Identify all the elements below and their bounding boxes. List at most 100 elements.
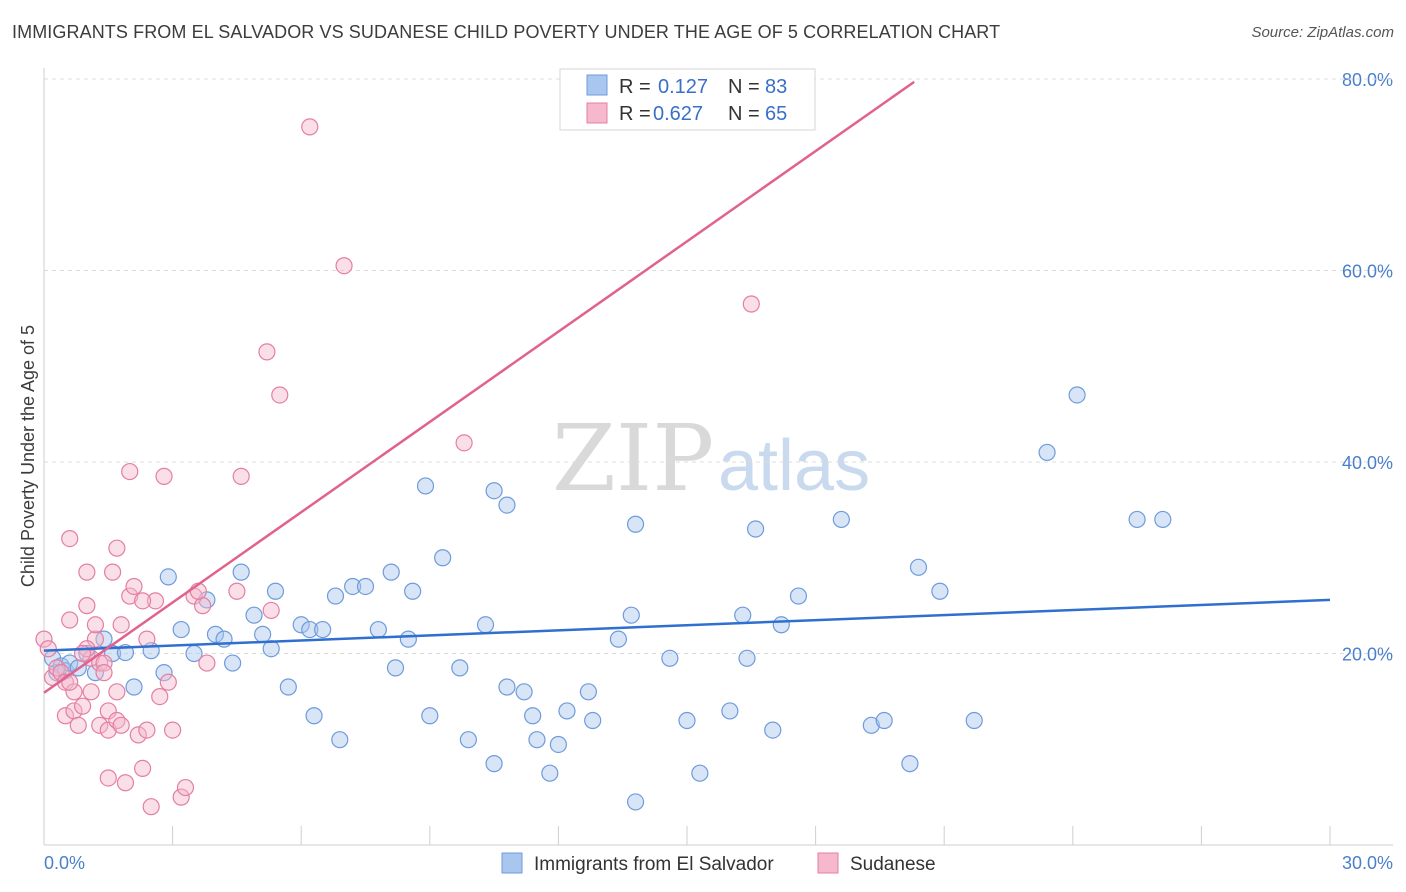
data-point-el-salvador — [314, 620, 332, 639]
data-point-sudanese — [164, 721, 182, 739]
data-point-el-salvador — [125, 678, 143, 696]
data-point-el-salvador — [626, 793, 645, 811]
x-tick-label-max: 30.0% — [1342, 853, 1393, 873]
legend-n-label-1: N = — [728, 76, 760, 98]
data-point-el-salvador — [301, 620, 319, 639]
data-point-sudanese — [69, 716, 87, 734]
data-point-el-salvador — [279, 678, 297, 696]
legend-bottom-swatch-pink — [817, 852, 839, 874]
legend-bottom-label-sudanese: Sudanese — [850, 854, 936, 875]
data-point-el-salvador — [421, 707, 439, 725]
data-point-sudanese — [86, 616, 105, 634]
data-point-el-salvador — [245, 606, 263, 624]
data-point-el-salvador — [734, 606, 752, 624]
legend-r-label-1: R = — [619, 76, 651, 98]
data-point-el-salvador — [579, 683, 598, 701]
data-point-sudanese — [172, 788, 190, 806]
data-point-sudanese — [121, 587, 139, 605]
data-point-el-salvador — [764, 721, 782, 739]
data-point-el-salvador — [721, 702, 739, 720]
data-point-sudanese — [258, 343, 276, 361]
data-point-el-salvador — [524, 707, 542, 725]
data-point-el-salvador — [155, 664, 173, 682]
data-point-el-salvador — [344, 577, 362, 596]
data-point-sudanese — [73, 697, 92, 715]
data-point-sudanese — [35, 630, 53, 648]
data-point-el-salvador — [661, 649, 679, 667]
series-el-salvador — [43, 386, 1172, 811]
watermark-zip: ZIP — [552, 405, 714, 512]
data-point-sudanese — [99, 702, 117, 720]
data-point-sudanese — [271, 386, 289, 404]
data-point-sudanese — [138, 721, 156, 739]
axes — [43, 68, 1393, 846]
data-point-el-salvador — [254, 625, 272, 643]
data-point-sudanese — [228, 582, 246, 600]
data-point-sudanese — [159, 673, 177, 691]
data-point-sudanese — [61, 673, 79, 691]
data-point-sudanese — [742, 295, 760, 313]
legend-bottom-swatch-blue — [501, 852, 523, 874]
data-point-sudanese — [99, 721, 117, 739]
data-point-sudanese — [335, 257, 353, 275]
data-point-el-salvador — [965, 711, 983, 730]
data-point-sudanese — [176, 778, 195, 797]
data-point-el-salvador — [1068, 386, 1086, 404]
data-point-sudanese — [198, 654, 216, 672]
chart-title: IMMIGRANTS FROM EL SALVADOR VS SUDANESE … — [12, 22, 1001, 42]
y-tick-label: 40.0% — [1342, 453, 1393, 473]
data-point-el-salvador — [515, 683, 533, 701]
data-point-el-salvador — [459, 731, 477, 749]
data-point-el-salvador — [266, 582, 285, 600]
data-point-el-salvador — [862, 716, 880, 734]
data-point-sudanese — [86, 630, 105, 648]
data-point-el-salvador — [386, 659, 405, 677]
data-point-el-salvador — [691, 764, 709, 782]
data-point-el-salvador — [549, 735, 568, 754]
data-point-el-salvador — [609, 630, 628, 648]
legend-n-value-2: 65 — [765, 103, 787, 125]
data-point-el-salvador — [678, 711, 696, 730]
data-point-el-salvador — [434, 549, 452, 567]
data-point-el-salvador — [626, 515, 645, 533]
data-point-sudanese — [232, 467, 250, 485]
data-point-el-salvador — [206, 625, 225, 643]
data-point-sudanese — [146, 592, 165, 610]
legend-top: R = 0.127 N = 83 R = 0.627 N = 65 — [559, 68, 816, 131]
data-point-sudanese — [138, 630, 156, 648]
data-point-el-salvador — [622, 606, 640, 624]
data-point-el-salvador — [404, 582, 422, 600]
data-point-el-salvador — [416, 477, 435, 495]
data-point-sudanese — [78, 563, 96, 581]
data-point-sudanese — [65, 683, 83, 701]
y-axis-label: Child Poverty Under the Age of 5 — [18, 325, 38, 587]
data-point-sudanese — [95, 654, 113, 672]
data-point-el-salvador — [224, 654, 242, 672]
data-point-el-salvador — [476, 616, 495, 634]
trend-lines — [43, 80, 1331, 694]
data-point-el-salvador — [772, 616, 790, 634]
data-point-el-salvador — [789, 587, 808, 605]
data-point-sudanese — [39, 640, 57, 658]
data-point-sudanese — [125, 577, 143, 596]
data-point-sudanese — [129, 726, 147, 744]
data-point-sudanese — [133, 759, 152, 778]
watermark: ZIP atlas — [552, 405, 870, 512]
data-point-sudanese — [155, 467, 173, 485]
data-point-el-salvador — [558, 702, 576, 720]
data-point-el-salvador — [738, 649, 756, 667]
legend-n-label-2: N = — [728, 103, 760, 125]
data-point-sudanese — [56, 707, 75, 725]
legend-swatch-blue — [586, 74, 608, 96]
trend-line-sudanese — [43, 80, 915, 694]
data-point-el-salvador — [901, 755, 919, 773]
data-point-sudanese — [133, 592, 152, 610]
data-point-el-salvador — [832, 510, 850, 529]
data-point-el-salvador — [485, 482, 503, 500]
data-point-sudanese — [142, 798, 160, 816]
data-point-el-salvador — [498, 678, 516, 696]
data-point-el-salvador — [451, 659, 469, 677]
source-label: Source: ZipAtlas.com — [1251, 24, 1394, 41]
data-point-sudanese — [103, 563, 122, 581]
